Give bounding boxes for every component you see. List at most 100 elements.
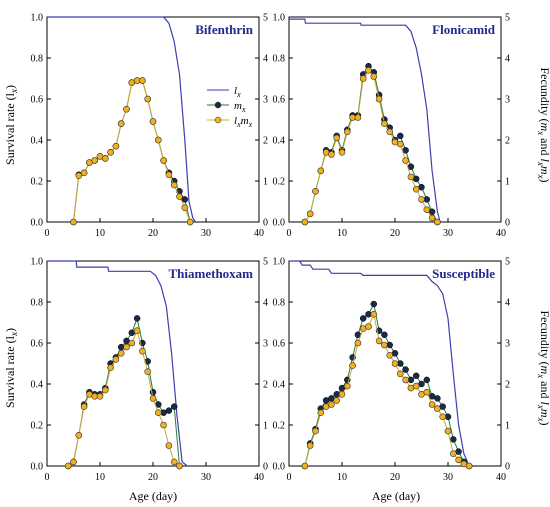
y-tick-label-left: 0.2	[31, 421, 44, 432]
series-mx-point	[450, 436, 457, 443]
series-lx-line	[289, 260, 470, 467]
series-lxmx-point	[333, 397, 341, 404]
series-lxmx-point	[102, 386, 109, 394]
series-mx-line	[304, 302, 470, 467]
series-mx-line	[304, 65, 438, 223]
y-tick-label-right: 5	[505, 13, 510, 24]
y-tick-label-right: 3	[263, 95, 268, 106]
y-tick-label-right: 4	[505, 54, 510, 65]
series-mx-point	[165, 407, 173, 414]
series-lxmx-point	[70, 458, 77, 466]
series-lxmx-point	[128, 339, 136, 347]
x-tick-label: 30	[201, 472, 211, 483]
series-lxmx-point	[170, 458, 178, 466]
series-mx-point	[370, 300, 378, 308]
y-tick-label-left: 0.2	[31, 177, 44, 188]
x-tick-label: 30	[443, 228, 453, 239]
series-lxmx-point	[170, 181, 178, 189]
series-lxmx-point	[75, 431, 83, 439]
x-tick-label: 40	[254, 472, 264, 483]
y-tick-label-left: 0.6	[31, 339, 44, 350]
series-lxmx-point	[306, 442, 314, 449]
y-tick-label-right: 0	[505, 218, 510, 229]
series-lxmx-point	[133, 327, 141, 335]
series-lxmx-point	[70, 218, 77, 226]
series-lxmx-point	[359, 75, 367, 82]
series-lxmx-point	[149, 118, 157, 125]
ylabel-right-part: and	[538, 378, 550, 401]
series-lxmx-point	[428, 401, 436, 408]
y-tick-label-left: 0.2	[273, 421, 286, 432]
panel-title: Susceptible	[432, 266, 495, 281]
series-lxmx-point	[423, 206, 431, 213]
series-mx-point	[402, 366, 409, 373]
ylabel-right-part: )	[538, 422, 550, 426]
series-lxmx-line	[304, 69, 438, 223]
series-lxmx-point	[155, 136, 162, 144]
ylabel-right-part: )	[538, 179, 550, 183]
series-lxmx-point	[165, 442, 173, 449]
series-lxmx-point	[186, 218, 194, 226]
series-mx-point	[423, 376, 431, 384]
legend-label-lxmx: lxmx	[234, 115, 253, 129]
series-lxmx-point	[333, 134, 341, 142]
y-tick-label-right: 3	[505, 95, 510, 106]
series-lxmx-point	[444, 427, 452, 435]
x-tick-label: 20	[390, 472, 400, 483]
series-lxmx-point	[423, 388, 431, 396]
ylabel-left-bottom-main: Survival rate (l	[3, 335, 17, 408]
series-lxmx-point	[349, 362, 356, 369]
ylabel-right-part: l	[538, 401, 550, 405]
series-lxmx-point	[139, 347, 146, 355]
x-tick-label: 40	[496, 228, 506, 239]
y-tick-label-right: 0	[505, 462, 510, 473]
legend-swatch-marker	[214, 101, 222, 109]
ylabel-right-bottom: Fecundity (mx and lxmx)	[536, 310, 550, 425]
series-mx-point	[412, 372, 420, 380]
legend-label-lx: lx	[234, 85, 241, 99]
series-lxmx-point	[123, 343, 130, 351]
series-mx-line	[73, 80, 191, 223]
ylabel-right-part: m	[538, 166, 550, 175]
series-lxmx-point	[386, 128, 394, 136]
y-tick-label-left: 0.0	[273, 462, 286, 473]
series-lxmx-point	[117, 349, 125, 357]
x-tick-label: 0	[45, 472, 50, 483]
series-lxmx-point	[375, 337, 383, 345]
y-tick-label-right: 3	[505, 339, 510, 350]
series-lxmx-point	[343, 128, 351, 136]
series-lxmx-point	[375, 95, 383, 103]
series-lxmx-point	[407, 173, 415, 181]
y-tick-label-right: 3	[263, 339, 268, 350]
series-lxmx-point	[386, 351, 394, 359]
series-lxmx-point	[434, 405, 441, 412]
series-lxmx-point	[181, 204, 189, 211]
y-tick-label-left: 0.0	[273, 218, 286, 229]
x-tick-label: 20	[148, 228, 158, 239]
x-tick-label: 10	[95, 228, 105, 239]
y-tick-label-left: 0.8	[31, 298, 44, 309]
x-tick-label: 30	[443, 472, 453, 483]
y-tick-label-left: 1.0	[31, 13, 44, 24]
series-lxmx-point	[381, 120, 388, 127]
series-lxmx-point	[312, 427, 319, 435]
legend-swatch-marker	[214, 116, 222, 124]
y-tick-label-left: 0.2	[273, 177, 286, 188]
series-lxmx-point	[338, 390, 346, 398]
ylabel-right-part: m	[538, 409, 550, 418]
series-lxmx-point	[396, 140, 404, 148]
panel-flonicamid: 0 10 20 30 40 0.0 0.2 0.4 0.6 0.8 1.0 0 1 2 3 4 5 Flonica…	[273, 13, 511, 240]
series-lxmx-point	[75, 172, 83, 179]
series-lxmx-point	[439, 413, 447, 421]
series-lxmx-point	[80, 169, 88, 177]
ylabel-right-part: Fecundity (	[538, 67, 550, 122]
series-lxmx-point	[102, 155, 109, 162]
y-tick-label-right: 5	[263, 13, 268, 24]
x-tick-label: 0	[287, 228, 292, 239]
y-tick-label-right: 4	[505, 298, 510, 309]
series-lxmx-point	[391, 360, 399, 367]
x-tick-label: 10	[95, 472, 105, 483]
y-tick-label-left: 1.0	[31, 257, 44, 268]
